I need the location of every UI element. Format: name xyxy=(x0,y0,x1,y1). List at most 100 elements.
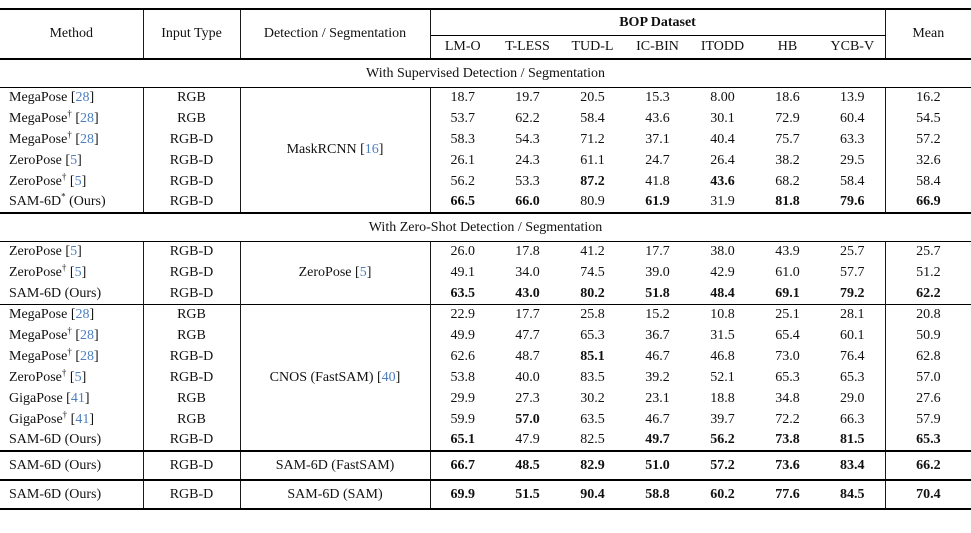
col-header-method: Method xyxy=(0,9,144,59)
mean-cell: 57.2 xyxy=(884,129,971,150)
detection-cell: SAM-6D (FastSAM) xyxy=(240,450,431,480)
score-cell: 79.6 xyxy=(840,194,865,210)
score-cell: 71.2 xyxy=(580,131,605,147)
score-cell: 25.7 xyxy=(840,244,865,260)
section-header-row: With Zero-Shot Detection / Segmentation xyxy=(0,212,971,242)
citation-link[interactable]: 40 xyxy=(381,369,396,385)
score-cell: 19.7 xyxy=(515,90,540,106)
col-header-dataset-lmo: LM-O xyxy=(444,39,481,55)
citation-link[interactable]: 28 xyxy=(80,131,94,147)
score-cell: 66.3 xyxy=(840,411,865,427)
method-name: MegaPose xyxy=(9,307,68,323)
score-cell: 82.5 xyxy=(580,432,605,448)
citation-link[interactable]: 41 xyxy=(75,411,90,427)
score-cell: 31.9 xyxy=(710,194,735,210)
score-cell: 43.6 xyxy=(645,110,670,126)
citation-link[interactable]: 5 xyxy=(70,152,78,168)
score-cell: 34.0 xyxy=(515,264,540,280)
col-header-bop-dataset: BOP Dataset xyxy=(430,9,886,36)
method-cell: SAM-6D (Ours) xyxy=(0,283,144,304)
score-cell: 59.9 xyxy=(450,411,476,427)
col-header-dataset-ycbv: YCB-V xyxy=(830,39,875,55)
col-header-input-type: Input Type xyxy=(143,9,241,59)
mean-cell: 57.0 xyxy=(884,367,971,388)
score-cell: 17.8 xyxy=(515,244,540,260)
mean-cell: 66.2 xyxy=(884,450,971,480)
score-cell: 24.3 xyxy=(515,152,540,168)
mean-cell: 66.9 xyxy=(884,192,971,213)
input-type-cell: RGB xyxy=(143,325,241,346)
score-cell: 48.7 xyxy=(515,348,540,364)
score-cell: 74.5 xyxy=(580,264,605,280)
citation-link[interactable]: 5 xyxy=(70,244,78,260)
citation-link[interactable]: 28 xyxy=(80,110,94,126)
method-cell: ZeroPose [5] xyxy=(0,150,144,171)
score-cell: 37.1 xyxy=(645,131,670,147)
detection-name: ZeroPose xyxy=(298,264,352,280)
score-cell: 65.3 xyxy=(840,369,865,385)
input-type-cell: RGB-D xyxy=(143,430,241,451)
detection-cell: SAM-6D (SAM) xyxy=(240,479,431,509)
input-type-cell: RGB-D xyxy=(143,346,241,367)
score-cell: 61.0 xyxy=(775,264,800,280)
score-cell: 57.7 xyxy=(840,264,865,280)
citation-link[interactable]: 28 xyxy=(75,307,90,323)
citation-link[interactable]: 16 xyxy=(364,142,379,158)
score-cell: 49.7 xyxy=(645,432,670,448)
score-cell: 43.6 xyxy=(710,173,735,189)
citation-link[interactable]: 5 xyxy=(74,369,82,385)
mean-cell: 62.2 xyxy=(884,283,971,304)
score-cell: 66.0 xyxy=(515,194,540,210)
method-name: SAM-6D xyxy=(9,432,62,448)
method-name: MegaPose xyxy=(9,110,68,126)
citation-link[interactable]: 5 xyxy=(74,264,82,280)
score-cell: 8.00 xyxy=(710,90,735,106)
score-cell: 51.0 xyxy=(625,450,690,480)
score-cell: 75.7 xyxy=(775,131,800,147)
detection-cell: CNOS (FastSAM) [40] xyxy=(240,303,431,451)
method-suffix: (Ours) xyxy=(64,432,102,448)
score-cell: 10.8 xyxy=(690,303,755,325)
table-row: ZeroPose† [5] RGB-D 49.1 34.0 74.5 39.0 42.9 61… xyxy=(0,262,971,283)
score-cell: 66.5 xyxy=(450,194,476,210)
score-cell: 25.8 xyxy=(560,303,625,325)
method-name: ZeroPose xyxy=(9,264,62,280)
table-row: GigaPose [41] RGB 29.9 27.3 30.2 23.1 18.8 34.8… xyxy=(0,388,971,409)
input-type-cell: RGB-D xyxy=(143,150,241,171)
citation-link[interactable]: 5 xyxy=(359,264,367,280)
score-cell: 79.2 xyxy=(840,285,865,301)
score-cell: 60.4 xyxy=(840,110,865,126)
method-superscript: † xyxy=(61,171,67,182)
detection-cell: MaskRCNN [16] xyxy=(240,87,431,213)
score-cell: 30.1 xyxy=(710,110,735,126)
method-cell: MegaPose [28] xyxy=(0,303,144,325)
score-cell: 46.8 xyxy=(710,348,735,364)
score-cell: 72.2 xyxy=(775,411,800,427)
citation-link[interactable]: 28 xyxy=(80,327,94,343)
citation-link[interactable]: 5 xyxy=(74,173,82,189)
score-cell: 81.8 xyxy=(775,194,800,210)
results-table-body: With Supervised Detection / Segmentation… xyxy=(0,58,971,509)
input-type-cell: RGB-D xyxy=(143,283,241,304)
citation-link[interactable]: 41 xyxy=(70,390,85,406)
score-cell: 65.4 xyxy=(775,327,800,343)
score-cell: 68.2 xyxy=(775,173,800,189)
citation-link[interactable]: 28 xyxy=(80,348,94,364)
method-suffix: (Ours) xyxy=(64,285,102,301)
score-cell: 61.1 xyxy=(580,152,605,168)
method-cell: ZeroPose [5] xyxy=(0,241,144,262)
citation-link[interactable]: 28 xyxy=(75,90,90,106)
table-row: MegaPose† [28] RGB-D 58.3 54.3 71.2 37.1 40.4 7… xyxy=(0,129,971,150)
score-cell: 58.4 xyxy=(580,110,605,126)
score-cell: 46.7 xyxy=(645,348,670,364)
score-cell: 30.2 xyxy=(580,390,605,406)
score-cell: 22.9 xyxy=(430,303,495,325)
score-cell: 38.0 xyxy=(710,244,735,260)
score-cell: 73.6 xyxy=(755,450,820,480)
score-cell: 80.2 xyxy=(580,285,605,301)
score-cell: 53.8 xyxy=(450,369,476,385)
score-cell: 76.4 xyxy=(840,348,865,364)
score-cell: 63.5 xyxy=(580,411,605,427)
score-cell: 83.4 xyxy=(820,450,886,480)
score-cell: 38.2 xyxy=(775,152,800,168)
